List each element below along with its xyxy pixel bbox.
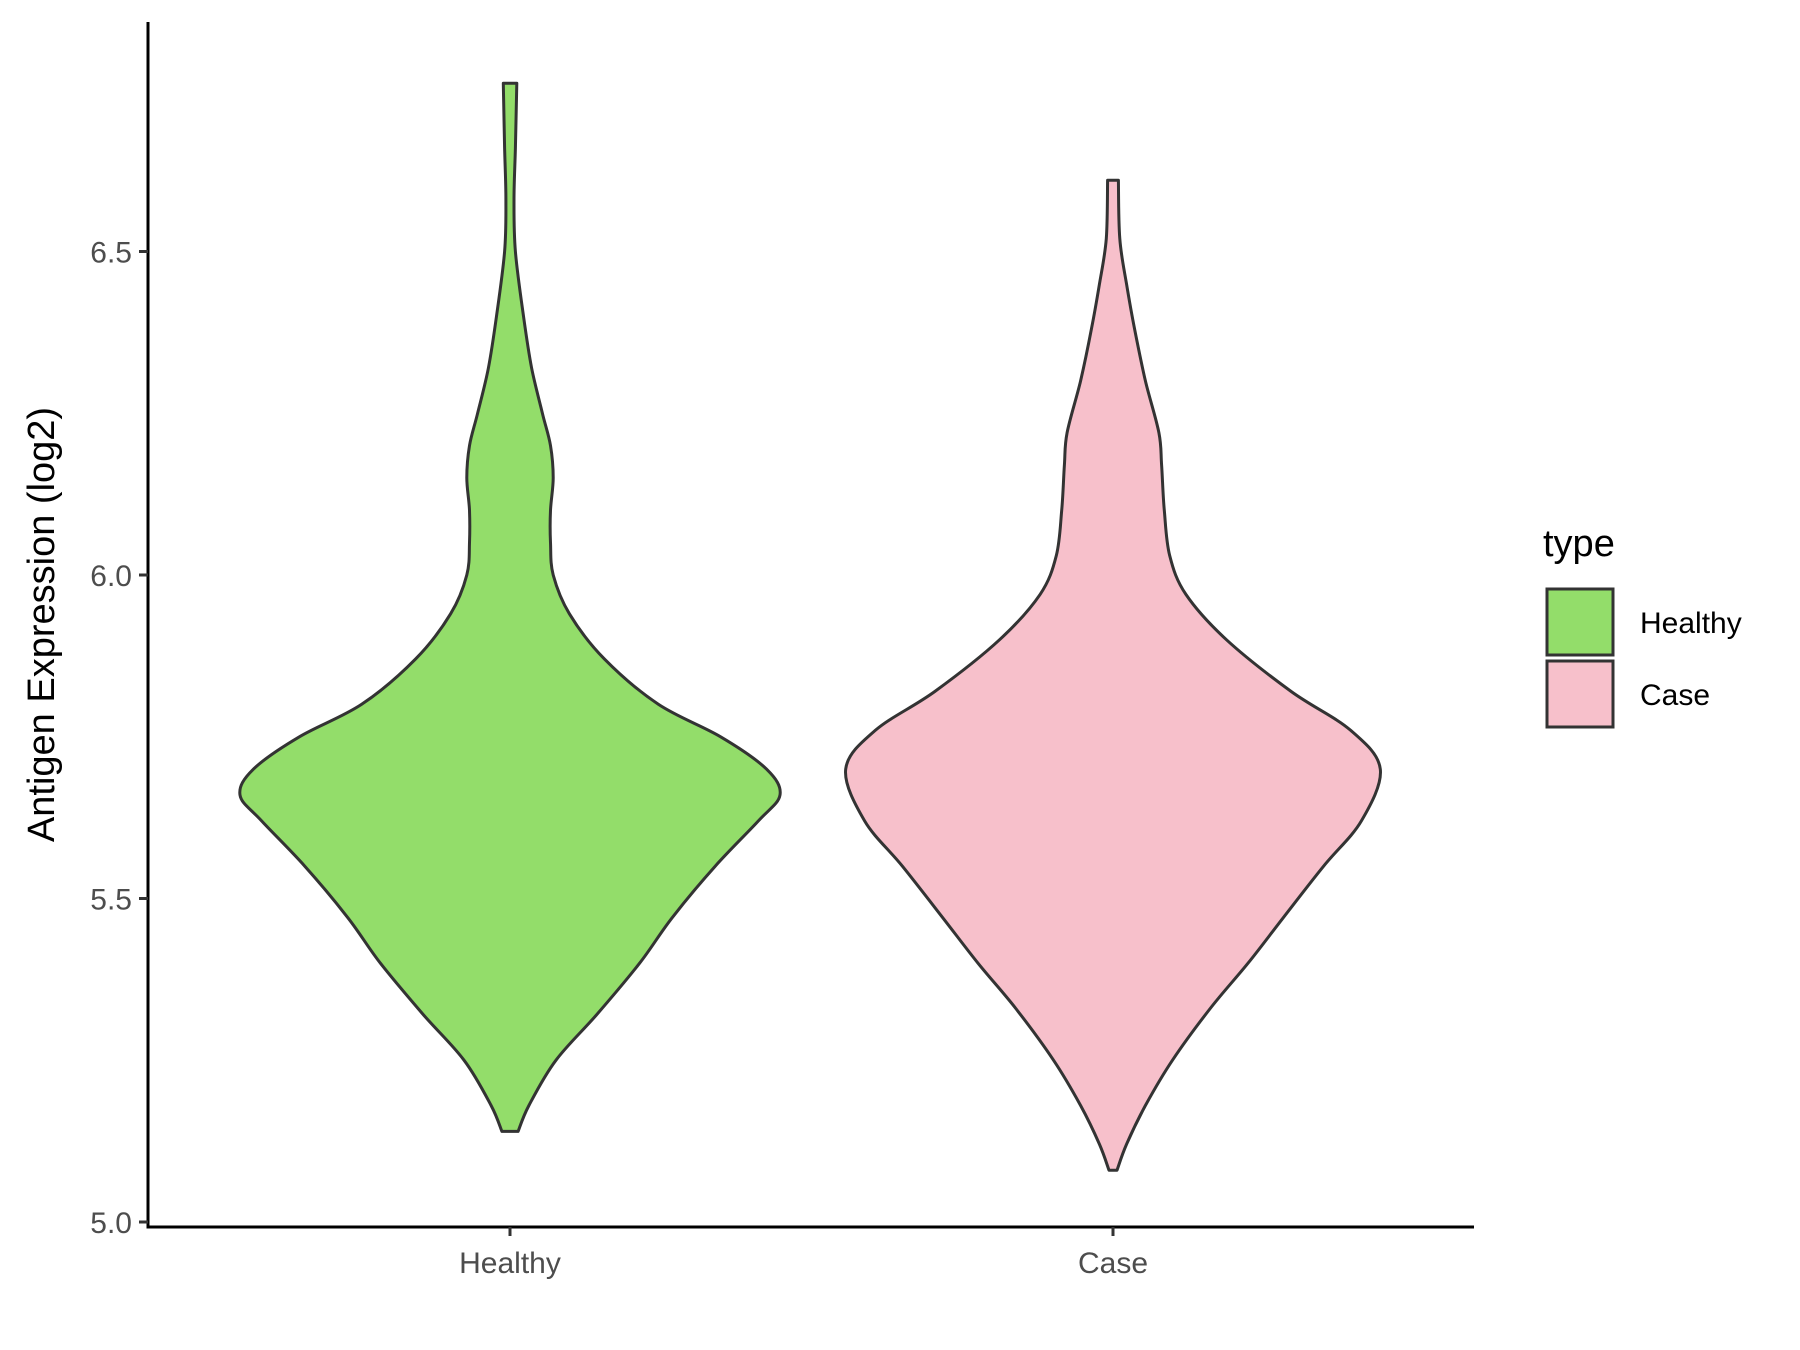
x-axis-ticks: Healthy Case	[459, 1227, 1148, 1280]
legend-swatch-healthy	[1545, 587, 1615, 657]
y-axis-ticks: 5.0 5.5 6.0 6.5	[90, 237, 148, 1240]
y-tick-label: 6.0	[90, 560, 132, 593]
x-tick-label: Healthy	[459, 1247, 561, 1280]
y-axis-title: Antigen Expression (log2)	[21, 407, 63, 842]
y-tick-label: 5.5	[90, 884, 132, 917]
legend-label-healthy: Healthy	[1640, 607, 1742, 640]
legend: type Healthy Case	[1543, 523, 1742, 729]
y-tick-label: 5.0	[90, 1207, 132, 1240]
legend-title: type	[1543, 523, 1615, 565]
y-tick-label: 6.5	[90, 237, 132, 270]
x-tick-label: Case	[1078, 1247, 1148, 1280]
violins-layer	[238, 81, 1382, 1172]
legend-items: Healthy Case	[1545, 587, 1742, 729]
violin-healthy	[238, 81, 782, 1133]
violin-case	[844, 178, 1382, 1172]
legend-label-case: Case	[1640, 679, 1710, 712]
legend-swatch-case	[1545, 659, 1615, 729]
